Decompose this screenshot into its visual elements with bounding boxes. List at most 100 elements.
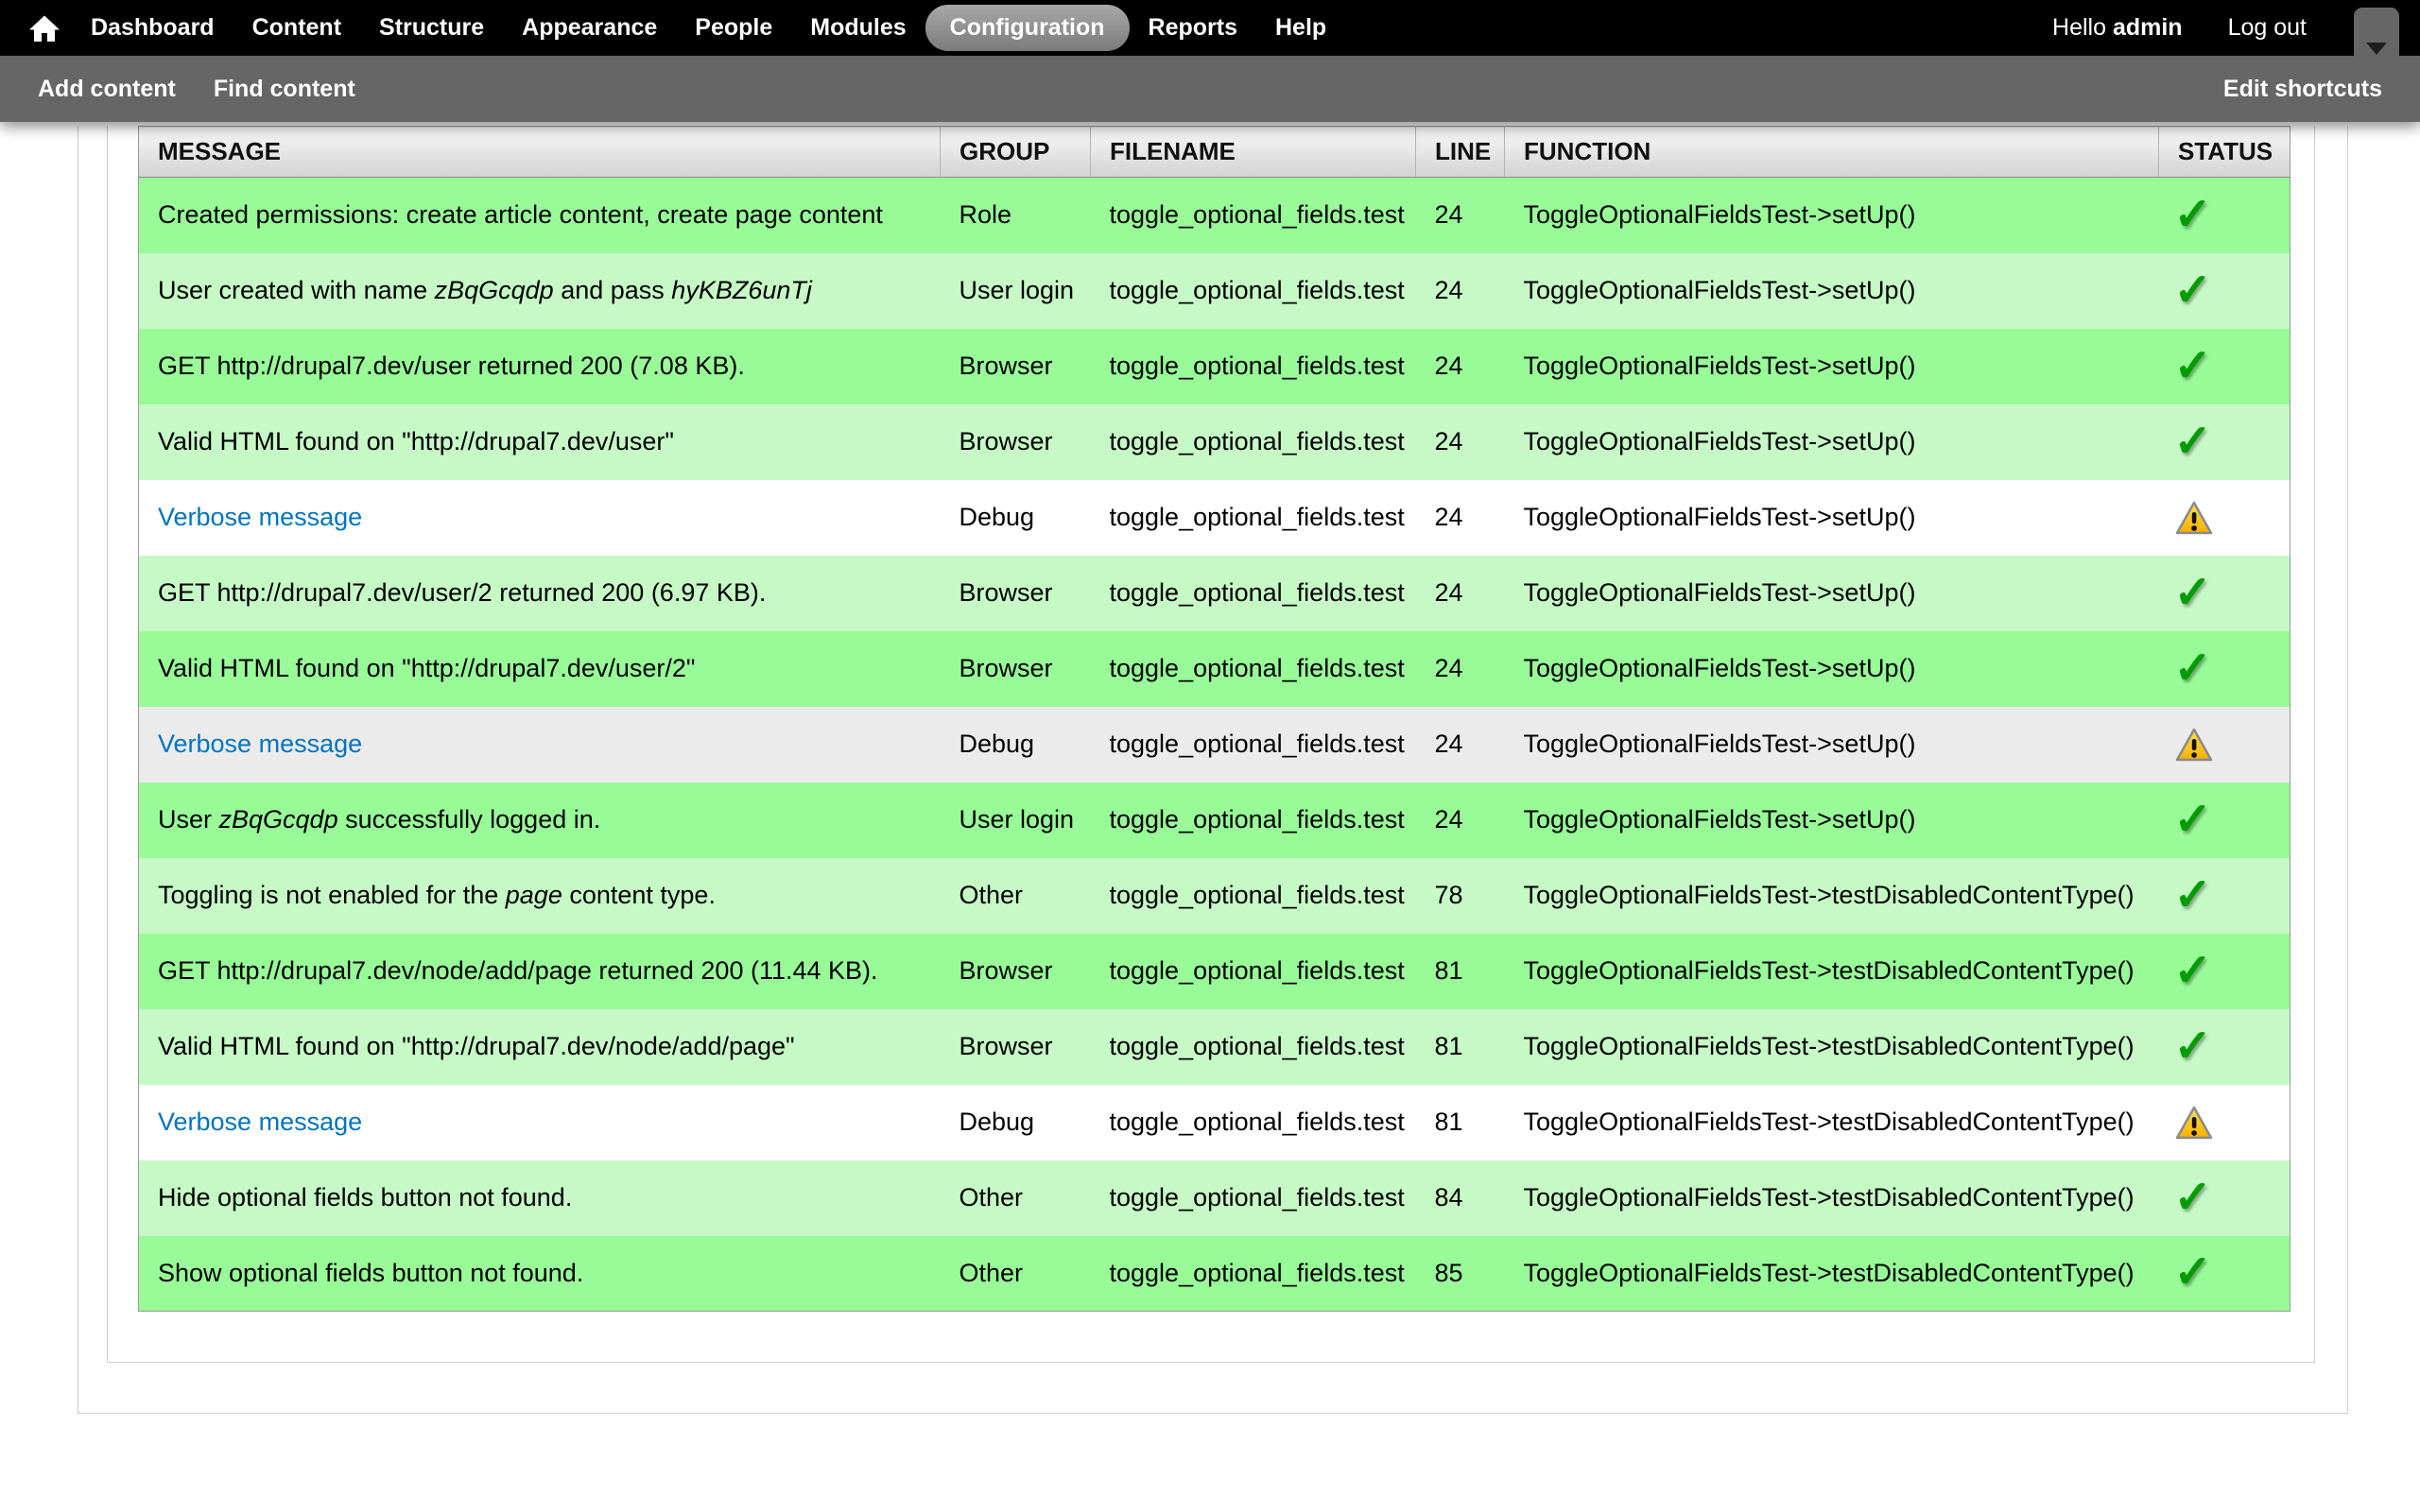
- menu-item-structure[interactable]: Structure: [379, 14, 485, 41]
- column-header-group[interactable]: GROUP: [940, 126, 1091, 178]
- group-cell: Browser: [940, 1008, 1091, 1085]
- pass-check-icon: ✓: [2173, 1247, 2212, 1298]
- message-cell: GET http://drupal7.dev/user returned 200…: [138, 328, 941, 404]
- pass-check-icon: ✓: [2173, 945, 2212, 996]
- greeting-text: Hello admin: [2052, 14, 2183, 42]
- menu-item-help[interactable]: Help: [1275, 14, 1327, 41]
- message-text: Hide optional fields button not found.: [158, 1183, 573, 1211]
- status-cell: ✓: [2158, 782, 2290, 858]
- filename-cell: toggle_optional_fields.test: [1090, 1235, 1416, 1312]
- pass-check-icon: ✓: [2173, 794, 2212, 845]
- pass-check-icon: ✓: [2173, 1021, 2212, 1072]
- filename-cell: toggle_optional_fields.test: [1090, 1008, 1416, 1085]
- message-cell: Valid HTML found on "http://drupal7.dev/…: [138, 404, 941, 480]
- home-icon: [29, 15, 60, 42]
- message-cell: Toggling is not enabled for the page con…: [138, 857, 941, 934]
- line-cell: 78: [1415, 857, 1505, 934]
- column-header-filename[interactable]: FILENAME: [1090, 126, 1416, 178]
- menu-item-content[interactable]: Content: [251, 14, 342, 41]
- toolbar-toggle-button[interactable]: [2354, 8, 2399, 68]
- function-cell: ToggleOptionalFieldsTest->setUp(): [1504, 782, 2159, 858]
- function-cell: ToggleOptionalFieldsTest->setUp(): [1504, 328, 2159, 404]
- group-cell: Other: [940, 1160, 1091, 1236]
- group-cell: Other: [940, 1235, 1091, 1312]
- group-cell: Browser: [940, 933, 1091, 1009]
- function-cell: ToggleOptionalFieldsTest->testDisabledCo…: [1504, 1008, 2159, 1085]
- menu-item-configuration[interactable]: Configuration: [925, 5, 1130, 51]
- message-cell: Created permissions: create article cont…: [138, 177, 941, 253]
- message-italic-text: page: [505, 881, 562, 909]
- table-row: GET http://drupal7.dev/node/add/page ret…: [138, 933, 2290, 1009]
- line-cell: 24: [1415, 177, 1505, 253]
- filename-cell: toggle_optional_fields.test: [1090, 1084, 1416, 1160]
- message-cell: Hide optional fields button not found.: [138, 1160, 941, 1236]
- toolbar-account-area: Hello admin Log out: [2052, 14, 2420, 42]
- menu-item-reports[interactable]: Reports: [1148, 14, 1237, 41]
- message-text: GET http://drupal7.dev/user/2 returned 2…: [158, 578, 767, 607]
- status-cell: [2158, 1084, 2290, 1160]
- message-text: and pass: [553, 276, 672, 304]
- line-cell: 24: [1415, 555, 1505, 631]
- table-row: Hide optional fields button not found. Ot…: [138, 1160, 2290, 1236]
- menu-item-appearance[interactable]: Appearance: [522, 14, 658, 41]
- table-body: Created permissions: create article cont…: [138, 177, 2290, 1312]
- line-cell: 81: [1415, 1084, 1505, 1160]
- warning-icon: [2175, 501, 2212, 534]
- filename-cell: toggle_optional_fields.test: [1090, 782, 1416, 858]
- menu-item-dashboard[interactable]: Dashboard: [91, 14, 215, 41]
- table-header-row: MESSAGE GROUP FILENAME LINE FUNCTION STATUS: [138, 126, 2290, 178]
- column-header-message[interactable]: MESSAGE: [138, 126, 941, 178]
- message-italic-text: zBqGcqdp: [434, 276, 554, 304]
- filename-cell: toggle_optional_fields.test: [1090, 404, 1416, 480]
- line-cell: 24: [1415, 404, 1505, 480]
- line-cell: 24: [1415, 782, 1505, 858]
- pass-check-icon: ✓: [2173, 416, 2212, 467]
- message-cell: Show optional fields button not found.: [138, 1235, 941, 1312]
- line-cell: 24: [1415, 252, 1505, 329]
- group-cell: User login: [940, 782, 1091, 858]
- message-text: GET http://drupal7.dev/node/add/page ret…: [158, 956, 878, 985]
- message-text: User: [158, 805, 219, 833]
- status-cell: ✓: [2158, 1008, 2290, 1085]
- message-text: Created permissions: create article cont…: [158, 200, 883, 230]
- function-cell: ToggleOptionalFieldsTest->testDisabledCo…: [1504, 1160, 2159, 1236]
- line-cell: 24: [1415, 706, 1505, 782]
- table-row: Toggling is not enabled for the page con…: [138, 857, 2290, 934]
- filename-cell: toggle_optional_fields.test: [1090, 706, 1416, 782]
- menu-item-people[interactable]: People: [695, 14, 773, 41]
- status-cell: [2158, 479, 2290, 556]
- function-cell: ToggleOptionalFieldsTest->setUp(): [1504, 252, 2159, 329]
- shortcut-item-add-content[interactable]: Add content: [38, 75, 176, 102]
- line-cell: 81: [1415, 933, 1505, 1009]
- line-cell: 85: [1415, 1235, 1505, 1312]
- column-header-line[interactable]: LINE: [1415, 126, 1505, 178]
- column-header-function[interactable]: FUNCTION: [1504, 126, 2159, 178]
- shortcut-item-find-content[interactable]: Find content: [213, 75, 355, 102]
- edit-shortcuts-link[interactable]: Edit shortcuts: [2222, 75, 2382, 102]
- pass-check-icon: ✓: [2173, 189, 2212, 240]
- group-cell: Browser: [940, 328, 1091, 404]
- verbose-message-link[interactable]: Verbose message: [158, 1108, 363, 1136]
- message-cell: User created with name zBqGcqdp and pass…: [138, 252, 941, 329]
- menu-item-modules[interactable]: Modules: [810, 14, 907, 41]
- group-cell: Other: [940, 857, 1091, 934]
- home-button[interactable]: [28, 14, 60, 43]
- message-italic-text: hyKBZ6unTj: [671, 276, 812, 304]
- table-row: User zBqGcqdp successfully logged in. Use…: [138, 782, 2290, 858]
- message-text: successfully logged in.: [337, 805, 601, 833]
- verbose-message-link[interactable]: Verbose message: [158, 503, 363, 531]
- group-cell: Debug: [940, 479, 1091, 556]
- filename-cell: toggle_optional_fields.test: [1090, 933, 1416, 1009]
- table-row: Valid HTML found on "http://drupal7.dev/…: [138, 1008, 2290, 1085]
- logout-link[interactable]: Log out: [2227, 14, 2307, 41]
- verbose-message-link[interactable]: Verbose message: [158, 730, 363, 758]
- caret-down-icon: [2366, 43, 2387, 55]
- pass-check-icon: ✓: [2173, 567, 2212, 618]
- table-row: GET http://drupal7.dev/user/2 returned 2…: [138, 555, 2290, 631]
- status-cell: ✓: [2158, 328, 2290, 404]
- page-container: MESSAGE GROUP FILENAME LINE FUNCTION STATUS C…: [78, 126, 2348, 1414]
- line-cell: 81: [1415, 1008, 1505, 1085]
- column-header-status[interactable]: STATUS: [2158, 126, 2290, 178]
- status-cell: ✓: [2158, 404, 2290, 480]
- function-cell: ToggleOptionalFieldsTest->testDisabledCo…: [1504, 933, 2159, 1009]
